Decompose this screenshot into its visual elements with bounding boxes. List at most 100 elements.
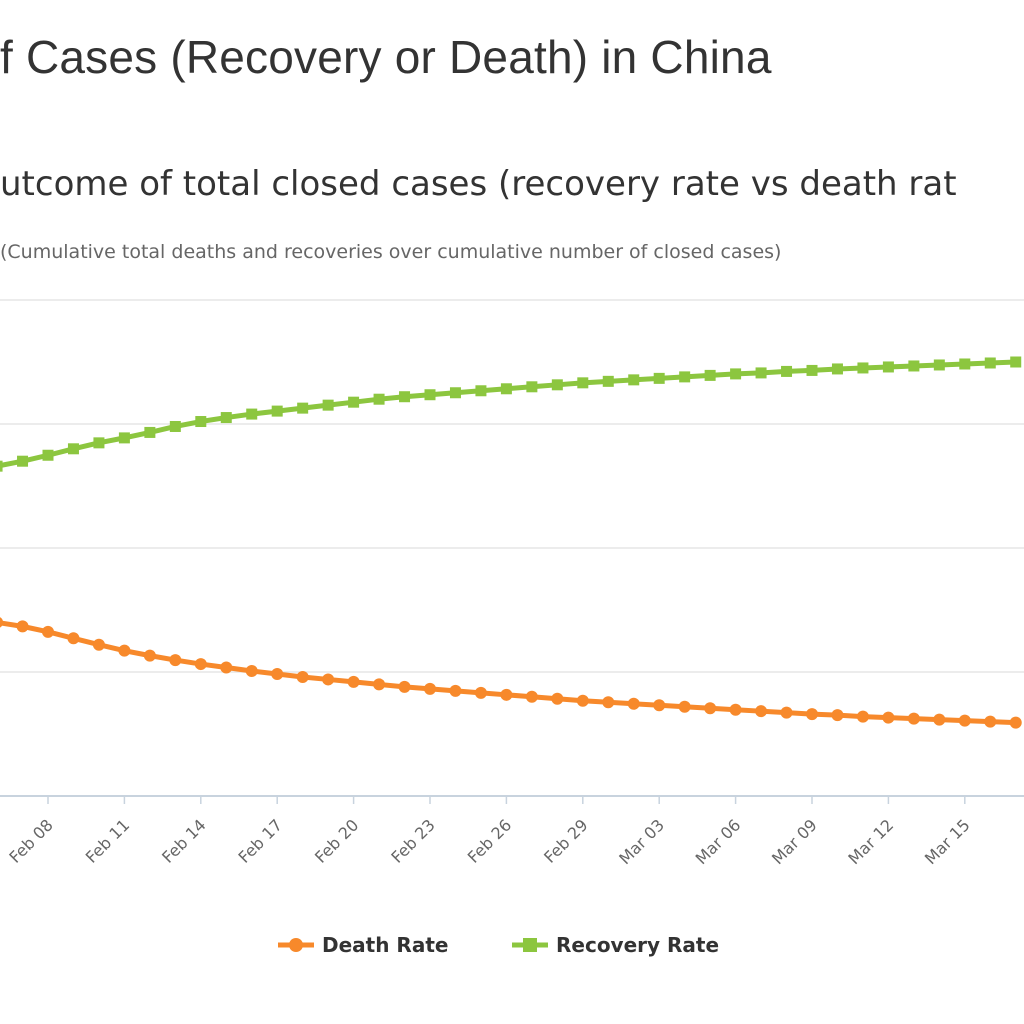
x-tick-label: Feb 23 (387, 815, 438, 866)
data-point[interactable] (169, 654, 182, 667)
data-point[interactable] (831, 363, 843, 375)
legend[interactable]: Death Rate Recovery Rate (278, 933, 719, 957)
data-point[interactable] (755, 367, 767, 379)
data-point[interactable] (449, 684, 462, 697)
data-point[interactable] (42, 625, 54, 638)
x-tick-label: Feb 17 (235, 815, 286, 866)
data-point[interactable] (577, 377, 589, 389)
data-point[interactable] (16, 620, 29, 633)
data-point[interactable] (144, 426, 156, 438)
data-point[interactable] (907, 712, 920, 725)
x-tick-label: Feb 29 (540, 815, 591, 866)
data-point[interactable] (781, 365, 793, 377)
data-point[interactable] (780, 706, 793, 719)
data-point[interactable] (602, 375, 614, 387)
data-point[interactable] (755, 705, 768, 718)
data-point[interactable] (474, 686, 487, 699)
data-point[interactable] (0, 460, 3, 472)
x-tick-label: Mar 12 (844, 815, 897, 868)
data-point[interactable] (984, 357, 996, 369)
data-point[interactable] (398, 680, 411, 693)
data-point[interactable] (67, 443, 79, 455)
data-point[interactable] (882, 711, 895, 724)
data-point[interactable] (730, 368, 742, 380)
data-point[interactable] (297, 402, 309, 414)
data-point[interactable] (526, 381, 538, 393)
data-point[interactable] (0, 616, 4, 628)
data-point[interactable] (857, 362, 869, 374)
data-point[interactable] (475, 385, 487, 397)
data-point[interactable] (42, 449, 54, 461)
chart-title: utcome of total closed cases (recovery r… (0, 164, 957, 204)
data-point[interactable] (92, 638, 105, 651)
data-point[interactable] (882, 361, 894, 373)
data-point[interactable] (449, 387, 461, 399)
data-point[interactable] (856, 710, 869, 723)
data-point[interactable] (908, 360, 920, 372)
data-point[interactable] (500, 688, 513, 701)
x-tick-label: Feb 14 (158, 815, 209, 866)
legend-marker-death-rate (289, 938, 303, 952)
x-tick-label: Mar 15 (921, 815, 974, 868)
data-point[interactable] (143, 649, 156, 662)
data-point[interactable] (169, 420, 181, 432)
data-point[interactable] (118, 644, 131, 657)
data-point[interactable] (602, 696, 615, 709)
data-point[interactable] (729, 703, 742, 716)
data-point[interactable] (653, 699, 666, 712)
data-point[interactable] (245, 665, 258, 678)
data-point[interactable] (1009, 716, 1022, 729)
legend-label-recovery-rate: Recovery Rate (556, 933, 719, 957)
data-point[interactable] (576, 694, 589, 707)
data-point[interactable] (322, 399, 334, 411)
data-point[interactable] (17, 455, 29, 467)
data-point[interactable] (551, 692, 564, 705)
data-point[interactable] (653, 372, 665, 384)
data-point[interactable] (933, 359, 945, 371)
data-point[interactable] (679, 371, 691, 383)
data-point[interactable] (984, 715, 997, 728)
data-point[interactable] (194, 658, 207, 671)
data-point[interactable] (704, 702, 717, 715)
data-point[interactable] (933, 713, 946, 726)
data-point[interactable] (806, 364, 818, 376)
data-point[interactable] (627, 697, 640, 710)
legend-marker-recovery-rate (523, 938, 537, 952)
data-point[interactable] (322, 673, 335, 686)
data-point[interactable] (959, 358, 971, 370)
data-point[interactable] (220, 661, 233, 674)
x-tick-label: Feb 11 (82, 815, 133, 866)
data-point[interactable] (271, 405, 283, 417)
data-point[interactable] (195, 416, 207, 428)
data-point[interactable] (958, 714, 971, 727)
data-point[interactable] (399, 391, 411, 403)
data-point[interactable] (628, 374, 640, 386)
data-point[interactable] (67, 632, 80, 645)
data-point[interactable] (220, 412, 232, 424)
data-point[interactable] (704, 369, 716, 381)
data-point[interactable] (831, 709, 844, 722)
data-point[interactable] (373, 678, 386, 691)
data-point[interactable] (118, 432, 130, 444)
data-point[interactable] (347, 675, 360, 688)
data-point[interactable] (348, 396, 360, 408)
data-point[interactable] (551, 379, 563, 391)
legend-item-death-rate[interactable]: Death Rate (278, 933, 448, 957)
data-point[interactable] (93, 437, 105, 449)
data-point[interactable] (373, 393, 385, 405)
x-tick-label: Mar 09 (768, 815, 821, 868)
data-point[interactable] (296, 670, 309, 683)
data-point[interactable] (806, 708, 818, 721)
data-point[interactable] (500, 383, 512, 395)
data-point[interactable] (246, 408, 258, 420)
legend-item-recovery-rate[interactable]: Recovery Rate (512, 933, 719, 957)
data-point[interactable] (424, 389, 436, 401)
data-point[interactable] (678, 700, 691, 713)
data-point[interactable] (525, 690, 538, 703)
legend-label-death-rate: Death Rate (322, 933, 448, 957)
x-tick-label: Feb 20 (311, 815, 362, 866)
data-point[interactable] (271, 667, 284, 680)
data-point[interactable] (1010, 356, 1022, 368)
data-point[interactable] (424, 682, 436, 695)
